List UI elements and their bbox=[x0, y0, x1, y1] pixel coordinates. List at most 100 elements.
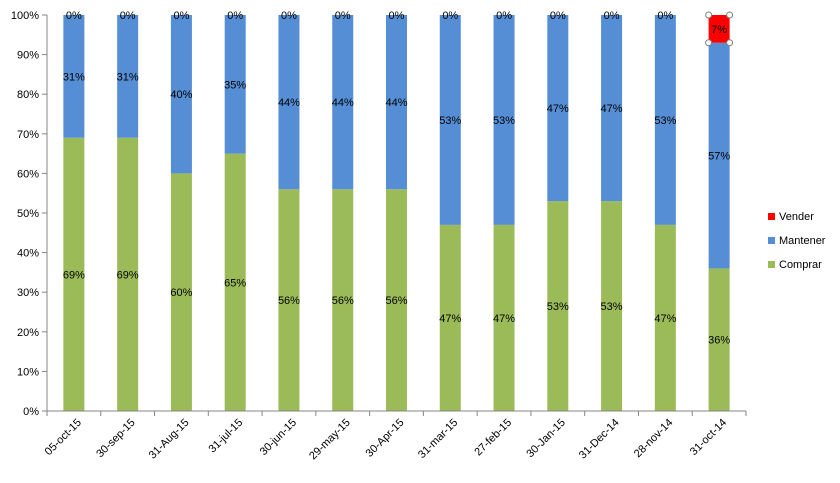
selection-handle-0 bbox=[705, 11, 713, 19]
data-label-mantener-5: 44% bbox=[332, 97, 354, 109]
y-tick-label-3: 30% bbox=[17, 287, 39, 299]
data-label-vender-3: 0% bbox=[227, 10, 243, 22]
data-label-mantener-0: 31% bbox=[63, 71, 85, 83]
bar-comprar-7 bbox=[439, 224, 461, 411]
bar-mantener-1 bbox=[117, 15, 139, 138]
data-label-vender-8: 0% bbox=[496, 10, 512, 22]
bar-mantener-4 bbox=[278, 15, 300, 190]
y-tick-label-7: 70% bbox=[17, 129, 39, 141]
legend-label-mantener: Mantener bbox=[779, 235, 826, 247]
data-label-comprar-1: 69% bbox=[117, 269, 139, 281]
bar-comprar-3 bbox=[224, 153, 246, 411]
data-label-vender-4: 0% bbox=[281, 10, 297, 22]
data-label-vender-10: 0% bbox=[604, 10, 620, 22]
legend-label-comprar: Comprar bbox=[779, 259, 822, 271]
y-tick-label-0: 0% bbox=[23, 406, 39, 418]
data-label-vender-1: 0% bbox=[120, 10, 136, 22]
bar-mantener-10 bbox=[601, 15, 623, 202]
y-tick-label-5: 50% bbox=[17, 208, 39, 220]
x-tick-label-2: 31-Aug-15 bbox=[147, 417, 192, 462]
selection-handle-3 bbox=[726, 39, 734, 47]
legend-swatch-mantener bbox=[768, 237, 775, 244]
bar-mantener-8 bbox=[493, 15, 515, 225]
data-label-comprar-2: 60% bbox=[170, 287, 192, 299]
bar-mantener-2 bbox=[170, 15, 192, 174]
data-label-vender-0: 0% bbox=[66, 10, 82, 22]
bar-comprar-4 bbox=[278, 189, 300, 411]
y-tick-label-6: 60% bbox=[17, 168, 39, 180]
data-label-vender-5: 0% bbox=[335, 10, 351, 22]
data-label-comprar-7: 47% bbox=[439, 313, 461, 325]
y-tick-label-10: 100% bbox=[11, 10, 39, 22]
data-label-vender-9: 0% bbox=[550, 10, 566, 22]
legend-label-vender: Vender bbox=[779, 211, 814, 223]
y-tick-label-9: 90% bbox=[17, 50, 39, 62]
x-tick-label-12: 31-oct-14 bbox=[688, 417, 729, 458]
data-label-comprar-4: 56% bbox=[278, 295, 300, 307]
y-tick-label-1: 10% bbox=[17, 366, 39, 378]
x-tick-label-1: 30-sep-15 bbox=[94, 417, 138, 461]
bar-comprar-8 bbox=[493, 224, 515, 411]
data-label-vender-12: 7% bbox=[711, 24, 727, 36]
data-label-vender-2: 0% bbox=[173, 10, 189, 22]
data-label-vender-11: 0% bbox=[657, 10, 673, 22]
legend-swatch-comprar bbox=[768, 261, 775, 268]
x-tick-label-9: 30-Jan-15 bbox=[524, 417, 568, 461]
x-tick-label-0: 05-oct-15 bbox=[43, 417, 84, 458]
data-label-vender-7: 0% bbox=[442, 10, 458, 22]
bar-mantener-12 bbox=[708, 42, 730, 269]
data-label-comprar-3: 65% bbox=[224, 277, 246, 289]
bar-comprar-6 bbox=[386, 189, 407, 411]
y-tick-label-8: 80% bbox=[17, 89, 39, 101]
bar-mantener-6 bbox=[386, 15, 407, 190]
data-label-comprar-6: 56% bbox=[385, 295, 407, 307]
bar-comprar-10 bbox=[601, 201, 623, 411]
bar-mantener-0 bbox=[63, 15, 85, 138]
data-label-comprar-12: 36% bbox=[708, 335, 730, 347]
data-label-mantener-10: 47% bbox=[601, 103, 623, 115]
data-label-comprar-0: 69% bbox=[63, 269, 85, 281]
x-tick-label-6: 30-Apr-15 bbox=[364, 417, 407, 460]
x-tick-label-3: 31-jul-15 bbox=[207, 417, 246, 456]
x-tick-label-7: 31-mar-15 bbox=[416, 417, 460, 461]
data-label-mantener-1: 31% bbox=[117, 71, 139, 83]
y-tick-label-2: 20% bbox=[17, 327, 39, 339]
data-label-mantener-8: 53% bbox=[493, 115, 515, 127]
data-label-mantener-11: 53% bbox=[654, 115, 676, 127]
x-tick-label-8: 27-feb-15 bbox=[472, 417, 514, 459]
x-tick-label-4: 30-jun-15 bbox=[258, 417, 299, 458]
x-tick-label-10: 31-Dec-14 bbox=[577, 417, 622, 462]
data-label-mantener-9: 47% bbox=[547, 103, 569, 115]
bar-comprar-11 bbox=[654, 224, 676, 411]
data-label-mantener-4: 44% bbox=[278, 97, 300, 109]
data-label-comprar-10: 53% bbox=[601, 301, 623, 313]
legend-swatch-vender bbox=[768, 213, 775, 220]
data-label-mantener-3: 35% bbox=[224, 79, 246, 91]
data-label-comprar-9: 53% bbox=[547, 301, 569, 313]
bar-mantener-5 bbox=[332, 15, 354, 190]
data-label-comprar-5: 56% bbox=[332, 295, 354, 307]
bar-mantener-7 bbox=[439, 15, 461, 225]
data-label-comprar-8: 47% bbox=[493, 313, 515, 325]
data-label-comprar-11: 47% bbox=[654, 313, 676, 325]
bar-comprar-0 bbox=[63, 137, 85, 411]
data-label-mantener-2: 40% bbox=[170, 89, 192, 101]
selection-handle-1 bbox=[726, 11, 734, 19]
bar-comprar-5 bbox=[332, 189, 354, 411]
data-label-mantener-6: 44% bbox=[385, 97, 407, 109]
bar-comprar-12 bbox=[708, 268, 730, 411]
bar-comprar-9 bbox=[547, 201, 569, 411]
x-tick-label-5: 29-may-15 bbox=[307, 417, 353, 463]
data-label-vender-6: 0% bbox=[389, 10, 405, 22]
data-label-mantener-12: 57% bbox=[708, 151, 730, 163]
bar-mantener-11 bbox=[654, 15, 676, 225]
y-tick-label-4: 40% bbox=[17, 248, 39, 260]
bar-mantener-3 bbox=[224, 15, 246, 154]
data-label-mantener-7: 53% bbox=[439, 115, 461, 127]
x-tick-label-11: 28-nov-14 bbox=[632, 417, 676, 461]
bar-comprar-1 bbox=[117, 137, 139, 411]
selection-handle-2 bbox=[705, 39, 713, 47]
bar-comprar-2 bbox=[170, 173, 192, 411]
